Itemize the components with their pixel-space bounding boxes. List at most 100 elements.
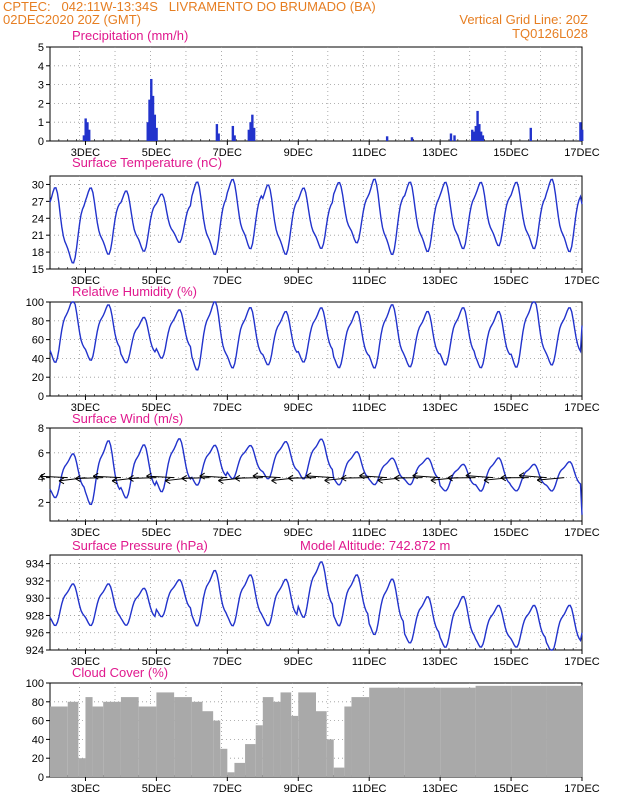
cloud-bar — [227, 772, 235, 777]
x-tick-label: 11DEC — [352, 402, 387, 414]
cloud-bar — [316, 711, 327, 777]
precip-bar — [233, 135, 236, 141]
y-tick-label: 100 — [26, 297, 44, 309]
y-tick-label: 1 — [38, 117, 44, 129]
x-tick-label: 3DEC — [71, 275, 100, 287]
y-tick-label: 4 — [38, 473, 44, 485]
x-tick-label: 5DEC — [142, 402, 171, 414]
precip-bar — [146, 122, 149, 141]
x-tick-label: 17DEC — [564, 783, 600, 795]
wind-arrow-head — [92, 472, 99, 480]
precip-bar — [472, 131, 476, 141]
cloud-bar — [138, 706, 157, 777]
y-tick-label: 4 — [38, 61, 44, 73]
x-tick-label: 11DEC — [352, 783, 387, 795]
precip-bar — [385, 136, 389, 141]
y-tick-label: 934 — [26, 559, 44, 571]
y-tick-label: 0 — [38, 136, 44, 148]
panel-1: Surface Temperature (nC) 15 18 21 24 27 30 3DEC… — [32, 155, 600, 287]
x-tick-label: 17DEC — [564, 275, 600, 287]
wind-arrow-head — [340, 474, 347, 482]
wind-arrow-head — [518, 472, 525, 479]
wind-arrow — [288, 477, 317, 479]
panel-title: Surface Pressure (hPa) — [72, 538, 208, 553]
x-tick-label: 17DEC — [564, 656, 600, 668]
x-tick-label: 5DEC — [142, 783, 171, 795]
precip-bar — [252, 127, 256, 141]
x-tick-label: 9DEC — [284, 275, 313, 287]
x-tick-label: 17DEC — [564, 527, 600, 539]
x-tick-label: 17DEC — [564, 402, 600, 414]
precip-bar — [151, 95, 155, 141]
y-tick-label: 60 — [32, 716, 44, 728]
y-tick-label: 5 — [38, 42, 44, 54]
wind-arrow-head — [447, 474, 453, 482]
cloud-bar — [67, 701, 79, 777]
panel-title: Surface Wind (m/s) — [72, 411, 183, 426]
precip-bar — [251, 114, 254, 141]
precip-bar — [476, 110, 479, 141]
precip-bar — [150, 78, 153, 141]
precip-bar — [479, 131, 483, 141]
cloud-bar — [344, 706, 352, 777]
wind-arrow — [199, 475, 228, 479]
y-tick-label: 930 — [26, 593, 44, 605]
y-tick-label: 20 — [32, 753, 44, 765]
y-tick-label: 0 — [38, 391, 44, 403]
precip-bar — [247, 129, 251, 141]
cloud-bar — [273, 701, 281, 777]
cloud-bar — [291, 715, 299, 777]
y-tick-label: 100 — [26, 678, 44, 690]
plot-frame — [49, 427, 583, 522]
cloud-bar — [333, 767, 345, 777]
wind-arrow-head — [271, 477, 277, 484]
panel-0: Precipitation (mm/h) 0 1 2 3 4 5 3DEC 5DEC 7DEC 9D… — [38, 28, 600, 159]
x-tick-label: 7DEC — [213, 275, 242, 287]
header-model-id: TQ0126L028 — [512, 26, 588, 41]
x-tick-label: 13DEC — [422, 656, 458, 668]
panel-4: Surface Pressure (hPa) Model Altitude: 74… — [26, 538, 600, 668]
wind-arrow-head — [181, 474, 187, 482]
wind-arrow-head — [111, 477, 118, 485]
cloud-bar — [255, 725, 263, 777]
y-tick-label: 24 — [32, 213, 44, 225]
precip-bar — [215, 124, 219, 141]
cloud-bar — [351, 697, 370, 777]
wind-arrow-head — [324, 477, 330, 484]
y-tick-label: 3 — [38, 80, 44, 92]
wind-arrow-head — [164, 477, 171, 485]
y-tick-label: 2 — [38, 98, 44, 110]
panel-annotation: Model Altitude: 742.872 m — [300, 538, 450, 553]
wind-arrow-head — [377, 476, 384, 484]
wind-arrow-head — [128, 475, 134, 482]
y-tick-label: 80 — [32, 316, 44, 328]
wind-arrow-head — [58, 477, 65, 485]
x-tick-label: 9DEC — [284, 527, 313, 539]
y-tick-label: 0 — [38, 772, 44, 784]
cloud-bar — [174, 697, 192, 777]
panel-title: Relative Humidity (%) — [72, 284, 197, 299]
cloud-bar — [156, 692, 175, 777]
y-tick-label: 40 — [32, 353, 44, 365]
x-tick-label: 9DEC — [284, 147, 313, 159]
x-tick-label: 13DEC — [422, 402, 458, 414]
plot-frame — [49, 175, 583, 270]
x-tick-label: 9DEC — [284, 656, 313, 668]
y-tick-label: 21 — [32, 230, 44, 242]
x-tick-label: 3DEC — [71, 402, 100, 414]
x-tick-label: 5DEC — [142, 656, 171, 668]
series-line — [49, 561, 583, 651]
precip-bar — [148, 99, 151, 141]
cloud-bar — [582, 684, 583, 777]
wind-arrow — [234, 477, 263, 479]
wind-arrow — [537, 477, 565, 481]
precip-bar — [86, 122, 89, 141]
x-tick-label: 3DEC — [71, 656, 100, 668]
x-tick-label: 3DEC — [71, 783, 100, 795]
wind-arrow — [341, 477, 370, 479]
wind-arrow-head — [234, 474, 241, 482]
panel-3: Surface Wind (m/s) 2 4 6 8 3DEC 5DEC 7DEC 9DEC 11… — [38, 411, 600, 539]
wind-arrow — [181, 477, 210, 479]
y-tick-label: 2 — [38, 497, 44, 509]
